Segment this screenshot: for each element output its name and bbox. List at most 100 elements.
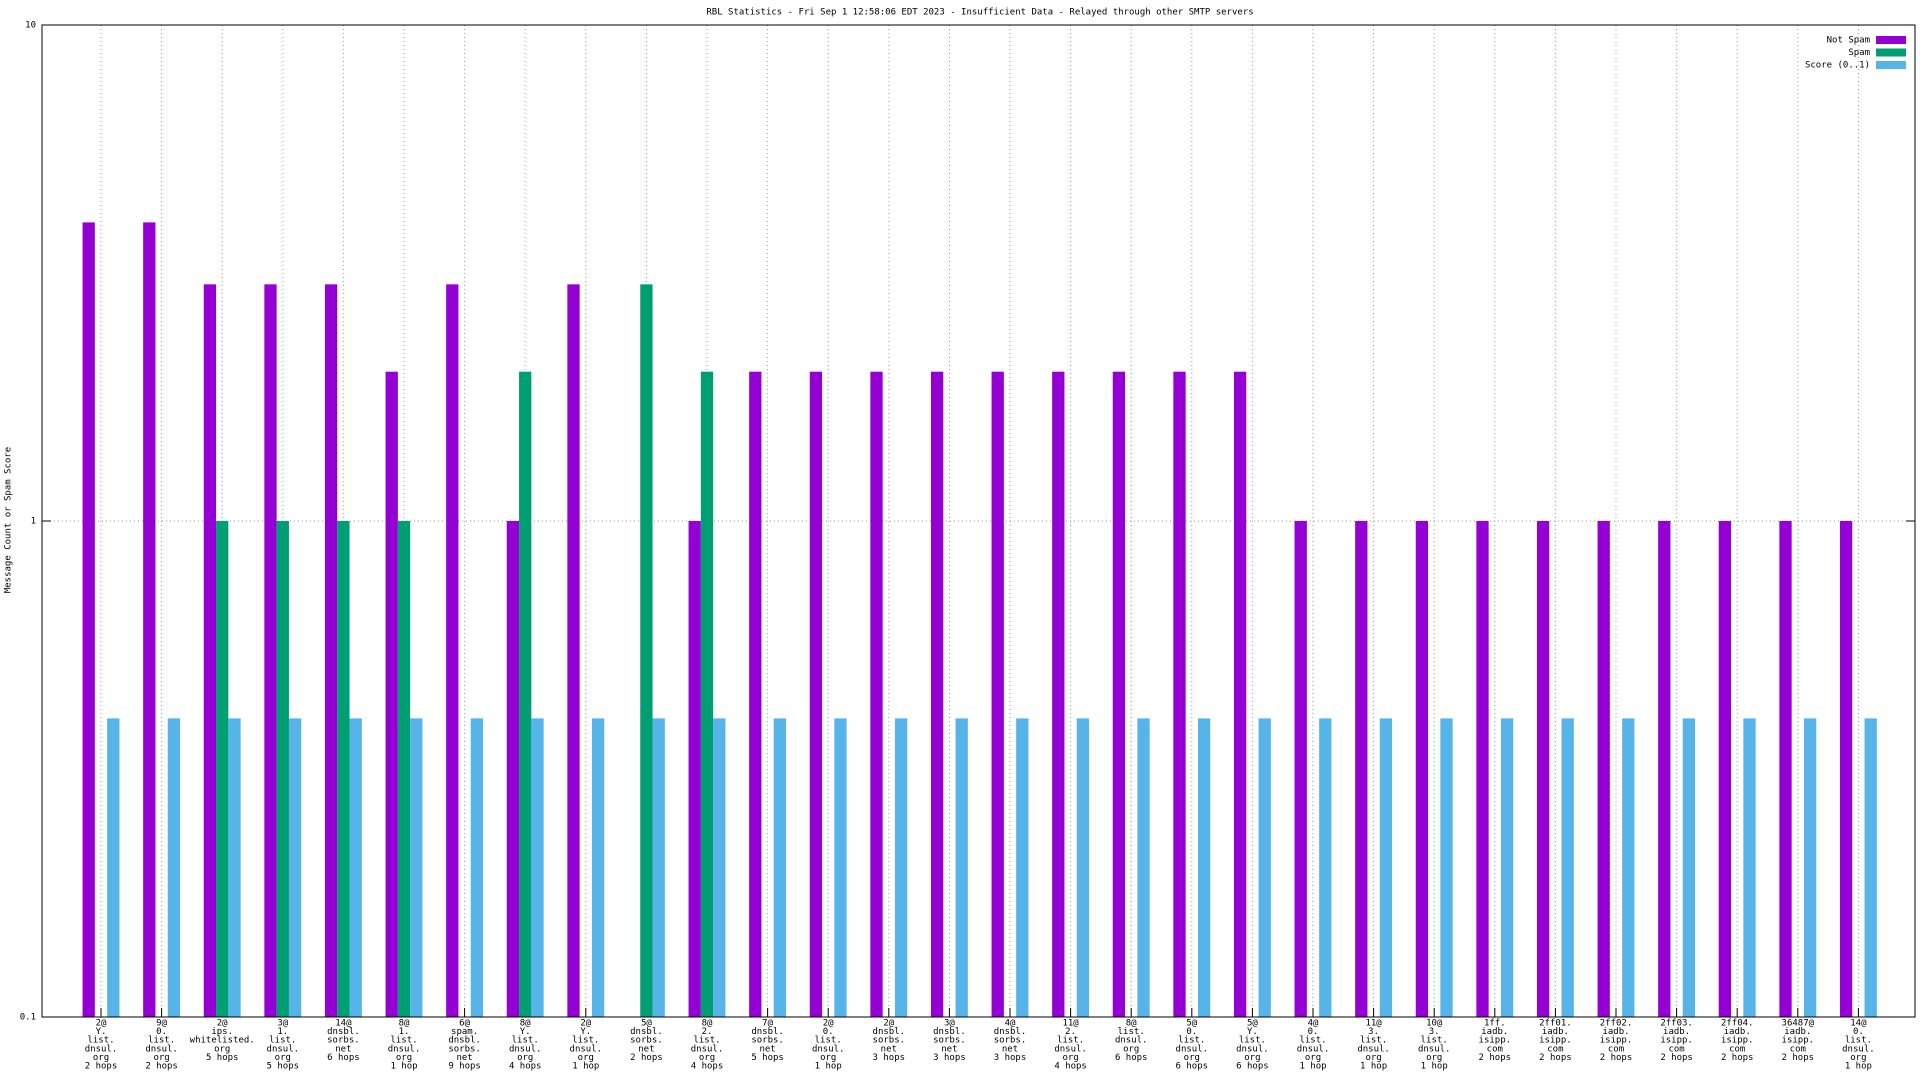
- bar: [107, 718, 120, 1017]
- x-tick-label: 6 hops: [1176, 1062, 1209, 1072]
- legend-swatch: [1876, 61, 1906, 69]
- x-tick-label: 3.: [1368, 1027, 1379, 1037]
- bar: [349, 718, 362, 1017]
- x-tick-label: dnsul.: [1357, 1044, 1390, 1054]
- bar: [700, 371, 714, 1018]
- bar: [1682, 718, 1696, 1017]
- bar: [749, 371, 762, 1018]
- x-tick-label: 4@: [1308, 1019, 1319, 1029]
- bar: [143, 222, 156, 1018]
- bar: [1197, 718, 1211, 1017]
- x-tick-label: list.: [390, 1036, 417, 1046]
- x-tick-label: 6 hops: [327, 1053, 360, 1063]
- bar: [1112, 371, 1126, 1018]
- bar: [446, 284, 459, 1017]
- x-tick-label: dnsbl.: [873, 1027, 906, 1037]
- legend-swatch: [1876, 36, 1906, 44]
- x-tick-label: list.: [1239, 1036, 1266, 1046]
- x-tick-label: 5 hops: [751, 1053, 784, 1063]
- x-tick-label: list.: [1118, 1027, 1145, 1037]
- bar: [1658, 521, 1671, 1017]
- x-tick-label: iadb.: [1602, 1027, 1629, 1037]
- bar: [567, 284, 580, 1017]
- bar: [1597, 521, 1610, 1017]
- x-tick-label: iadb.: [1542, 1027, 1569, 1037]
- x-tick-label: dnsbl.: [630, 1027, 663, 1037]
- x-tick-label: 2@: [580, 1019, 591, 1029]
- bar: [397, 521, 411, 1017]
- x-tick-label: 1.: [277, 1027, 288, 1037]
- bar: [167, 718, 181, 1017]
- x-tick-label: net: [335, 1044, 351, 1054]
- x-tick-label: 8@: [520, 1019, 531, 1029]
- x-tick-label: 11@: [1062, 1019, 1079, 1029]
- chart-title: RBL Statistics - Fri Sep 1 12:58:06 EDT …: [706, 8, 1253, 18]
- bar: [1355, 521, 1368, 1017]
- x-tick-label: dnsbl.: [327, 1027, 360, 1037]
- bar: [991, 371, 1004, 1018]
- x-tick-label: org: [1365, 1053, 1381, 1063]
- x-tick-label: 2 hops: [1600, 1053, 1633, 1063]
- x-tick-label: dnsbl.: [751, 1027, 784, 1037]
- x-tick-label: 3 hops: [933, 1053, 966, 1063]
- bar: [1743, 718, 1756, 1017]
- plot-border: [41, 24, 1916, 1018]
- x-tick-label: isipp.: [1660, 1036, 1693, 1046]
- x-tick-label: sorbs.: [751, 1036, 784, 1046]
- x-tick-label: dnsbl.: [994, 1027, 1027, 1037]
- bar: [1319, 718, 1332, 1017]
- x-tick-label: net: [638, 1044, 654, 1054]
- x-tick-label: com: [1547, 1044, 1563, 1054]
- x-tick-label: org: [699, 1053, 715, 1063]
- x-tick-label: 1 hop: [815, 1062, 842, 1072]
- bar: [713, 718, 726, 1017]
- x-tick-label: Y.: [520, 1027, 531, 1037]
- x-tick-label: list.: [815, 1036, 842, 1046]
- x-tick-label: com: [1729, 1044, 1745, 1054]
- x-tick-label: net: [881, 1044, 897, 1054]
- bar: [1476, 521, 1489, 1017]
- x-tick-label: 2@: [217, 1019, 228, 1029]
- x-tick-label: 4 hops: [1054, 1062, 1087, 1072]
- x-tick-label: list.: [1299, 1036, 1326, 1046]
- x-tick-label: isipp.: [1721, 1036, 1754, 1046]
- bar: [506, 521, 520, 1017]
- bar: [1839, 521, 1853, 1017]
- bar: [1137, 718, 1150, 1017]
- x-tick-label: 2ff04.: [1721, 1019, 1754, 1029]
- x-tick-label: org: [93, 1053, 109, 1063]
- x-tick-label: org: [396, 1053, 412, 1063]
- y-axis-label: Message Count or Spam Score: [4, 447, 14, 593]
- bar: [688, 521, 701, 1017]
- x-tick-label: list.: [87, 1036, 114, 1046]
- bar: [1864, 718, 1877, 1017]
- x-tick-label: list.: [1845, 1036, 1872, 1046]
- x-tick-label: dnsul.: [388, 1044, 421, 1054]
- x-tick-label: dnsul.: [1418, 1044, 1451, 1054]
- x-tick-label: spam.: [451, 1027, 478, 1037]
- x-tick-label: net: [759, 1044, 775, 1054]
- x-tick-label: 1 hop: [1360, 1062, 1387, 1072]
- x-tick-label: 2ff03.: [1660, 1019, 1693, 1029]
- bar: [640, 284, 653, 1017]
- x-tick-label: sorbs.: [448, 1044, 481, 1054]
- x-tick-label: list.: [693, 1036, 720, 1046]
- x-tick-label: list.: [269, 1036, 296, 1046]
- x-tick-label: list.: [1178, 1036, 1205, 1046]
- x-tick-label: 0.: [156, 1027, 167, 1037]
- bar: [834, 718, 847, 1017]
- x-tick-label: org: [1062, 1053, 1078, 1063]
- x-tick-label: com: [1487, 1044, 1503, 1054]
- bar: [531, 718, 544, 1017]
- legend-label: Not Spam: [1827, 36, 1870, 46]
- x-tick-label: 11@: [1365, 1019, 1382, 1029]
- x-tick-label: list.: [148, 1036, 175, 1046]
- x-tick-label: org: [214, 1044, 230, 1054]
- x-tick-label: 2@: [96, 1019, 107, 1029]
- x-tick-label: dnsbl.: [933, 1027, 966, 1037]
- x-tick-label: dnsul.: [85, 1044, 118, 1054]
- x-tick-label: dnsul.: [509, 1044, 542, 1054]
- x-tick-label: dnsul.: [1054, 1044, 1087, 1054]
- x-tick-label: 2 hops: [85, 1062, 118, 1072]
